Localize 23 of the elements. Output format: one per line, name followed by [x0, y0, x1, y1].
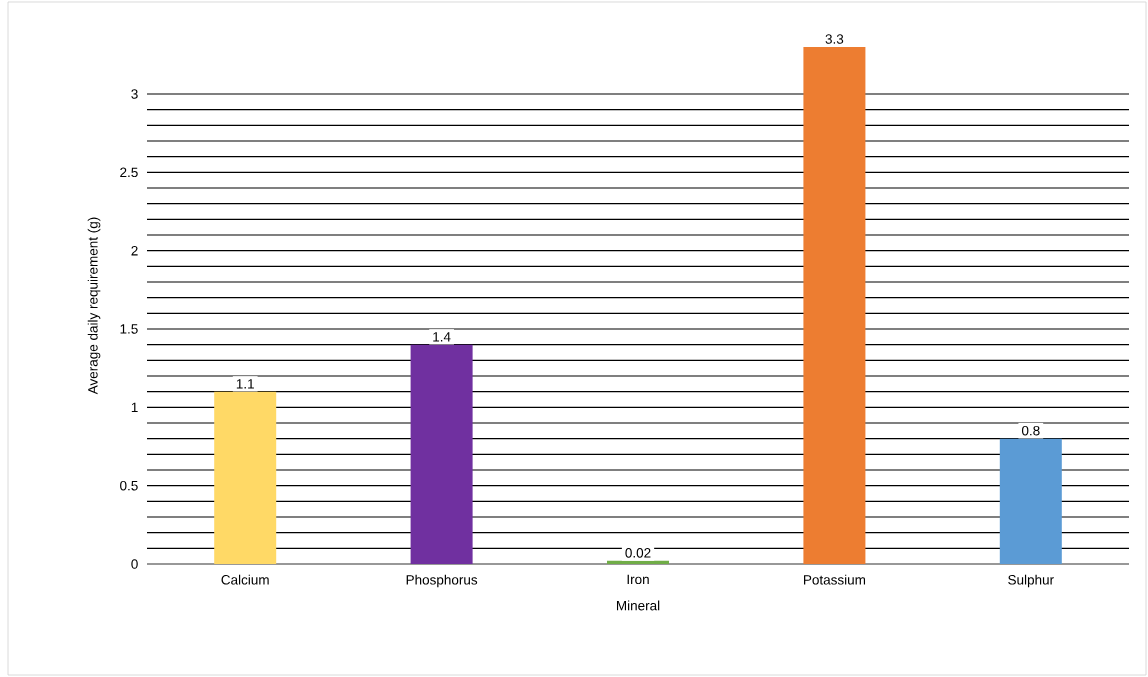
- bar: [999, 438, 1062, 564]
- y-tick-label: 2: [131, 245, 138, 256]
- y-tick-label: 3: [131, 89, 138, 99]
- data-label: 3.3: [825, 34, 844, 44]
- y-tick-label: 0.5: [120, 480, 138, 491]
- data-label: 1.4: [433, 332, 451, 342]
- bar: [410, 344, 473, 564]
- y-tick-label: 2.5: [120, 167, 138, 178]
- data-label: 1.1: [236, 379, 254, 389]
- y-tick-label: 1.5: [120, 324, 138, 334]
- x-axis-title: Mineral: [616, 600, 660, 611]
- x-tick-label: Calcium: [221, 574, 269, 585]
- x-tick-label: Sulphur: [1008, 574, 1054, 588]
- x-tick-label: Potassium: [804, 574, 866, 585]
- y-axis-title: Average daily requirement (g): [87, 217, 101, 395]
- bar: [214, 391, 277, 564]
- data-label: 0.02: [625, 548, 651, 558]
- y-tick-label: 0: [131, 559, 138, 569]
- y-tick-label: 1: [131, 402, 138, 412]
- x-tick-label: Iron: [627, 574, 649, 585]
- data-label: 0.8: [1021, 425, 1040, 436]
- bar: [803, 46, 866, 564]
- x-tick-label: Phosphorus: [406, 574, 478, 588]
